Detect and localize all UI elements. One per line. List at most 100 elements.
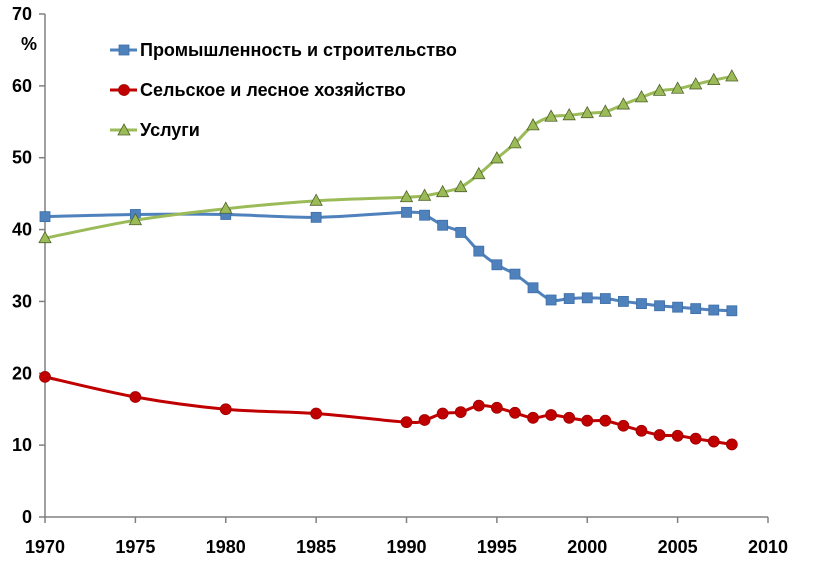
data-point-services	[399, 189, 414, 203]
data-point-industry	[39, 211, 51, 223]
x-tick-label: 1980	[206, 537, 246, 557]
data-point-agriculture	[472, 399, 485, 412]
x-tick-label: 1985	[296, 537, 336, 557]
data-point-industry	[401, 206, 412, 218]
x-tick-label: 2010	[748, 537, 788, 557]
y-tick-label: 30	[12, 291, 32, 311]
data-point-agriculture	[418, 414, 431, 426]
data-point-industry	[654, 300, 665, 312]
data-point-industry	[527, 282, 539, 294]
data-point-industry	[509, 268, 521, 280]
y-tick-label: 20	[12, 363, 32, 383]
data-point-industry	[726, 305, 738, 317]
data-point-services	[309, 193, 323, 206]
x-tick-label: 2000	[567, 537, 607, 557]
data-point-services	[490, 151, 504, 164]
data-point-industry	[310, 211, 322, 223]
data-point-agriculture	[725, 438, 738, 451]
series-line-agriculture	[44, 375, 733, 446]
legend-marker-triangle-icon	[117, 123, 131, 136]
data-point-agriculture	[219, 403, 232, 416]
data-point-services	[435, 184, 450, 198]
y-tick-label: 10	[12, 435, 32, 455]
data-point-agriculture	[707, 435, 720, 448]
data-point-agriculture	[527, 411, 539, 424]
series-line-industry	[44, 210, 732, 313]
legend-marker-square-icon	[118, 44, 130, 56]
y-tick-label: 50	[12, 148, 32, 168]
data-point-services	[689, 77, 703, 90]
data-point-agriculture	[490, 401, 503, 414]
data-point-services	[128, 212, 143, 226]
data-point-services	[526, 118, 540, 131]
data-point-agriculture	[599, 414, 612, 427]
data-point-industry	[437, 219, 449, 231]
data-point-agriculture	[310, 407, 323, 420]
data-point-industry	[581, 292, 593, 304]
y-tick-label: 40	[12, 220, 32, 240]
data-point-services	[670, 81, 685, 94]
data-point-services	[616, 97, 631, 110]
data-point-industry	[419, 209, 430, 221]
data-point-industry	[618, 296, 629, 307]
series-agriculture	[39, 370, 738, 451]
data-point-industry	[599, 293, 611, 304]
data-point-industry	[491, 259, 503, 271]
chart-legend: Промышленность и строительство Сельское …	[110, 40, 457, 140]
chart-axes: 0 10 20 30 40 50 60 70 1970 1975 1980 1985 1990 1995…	[12, 4, 788, 557]
data-point-services	[652, 83, 667, 96]
data-point-services	[508, 136, 522, 149]
data-point-services	[707, 72, 721, 86]
legend-item-services: Услуги	[110, 120, 200, 140]
data-point-agriculture	[400, 416, 413, 429]
data-point-agriculture	[563, 411, 576, 424]
y-tick-label: 60	[12, 76, 32, 96]
x-tick-label: 1995	[477, 537, 517, 557]
y-axis-unit-label: %	[21, 34, 37, 54]
series-services	[38, 69, 739, 244]
data-point-agriculture	[39, 370, 51, 383]
data-point-services	[598, 104, 612, 117]
legend-label-agriculture: Сельское и лесное хозяйство	[140, 80, 406, 100]
data-point-industry	[473, 245, 485, 257]
data-point-services	[219, 201, 233, 214]
data-point-industry	[690, 303, 702, 315]
data-point-industry	[545, 294, 557, 306]
data-point-services	[472, 166, 486, 180]
data-point-industry	[672, 301, 684, 313]
data-point-services	[38, 230, 52, 244]
data-point-agriculture	[581, 414, 594, 427]
x-tick-label: 2005	[658, 537, 698, 557]
data-point-services	[580, 105, 594, 119]
legend-label-services: Услуги	[140, 120, 200, 140]
x-tick-label: 1975	[115, 537, 155, 557]
data-point-services	[544, 109, 558, 122]
data-point-agriculture	[617, 419, 630, 432]
data-point-industry	[455, 227, 467, 238]
y-tick-marks: 0 10 20 30 40 50 60 70	[12, 4, 45, 527]
legend-item-agriculture: Сельское и лесное хозяйство	[110, 80, 406, 100]
data-point-agriculture	[635, 424, 648, 437]
data-point-agriculture	[653, 429, 666, 441]
data-point-services	[725, 69, 739, 82]
data-point-services	[634, 90, 649, 103]
data-point-agriculture	[436, 407, 449, 420]
series-layer	[38, 69, 739, 451]
data-point-agriculture	[671, 429, 684, 442]
data-point-agriculture	[129, 391, 142, 403]
series-industry	[39, 206, 738, 317]
data-point-industry	[708, 304, 720, 316]
data-point-services	[454, 179, 468, 193]
y-tick-label: 70	[12, 4, 32, 24]
data-point-industry	[563, 293, 575, 304]
legend-item-industry: Промышленность и строительство	[110, 40, 457, 60]
x-tick-label: 1990	[386, 537, 426, 557]
data-point-services	[417, 188, 432, 201]
data-point-agriculture	[545, 409, 557, 421]
y-tick-label: 0	[22, 507, 32, 527]
data-point-agriculture	[454, 406, 467, 418]
data-point-agriculture	[689, 432, 702, 445]
x-tick-marks: 1970 1975 1980 1985 1990 1995 2000 2005 2010	[25, 517, 788, 557]
x-tick-label: 1970	[25, 537, 65, 557]
